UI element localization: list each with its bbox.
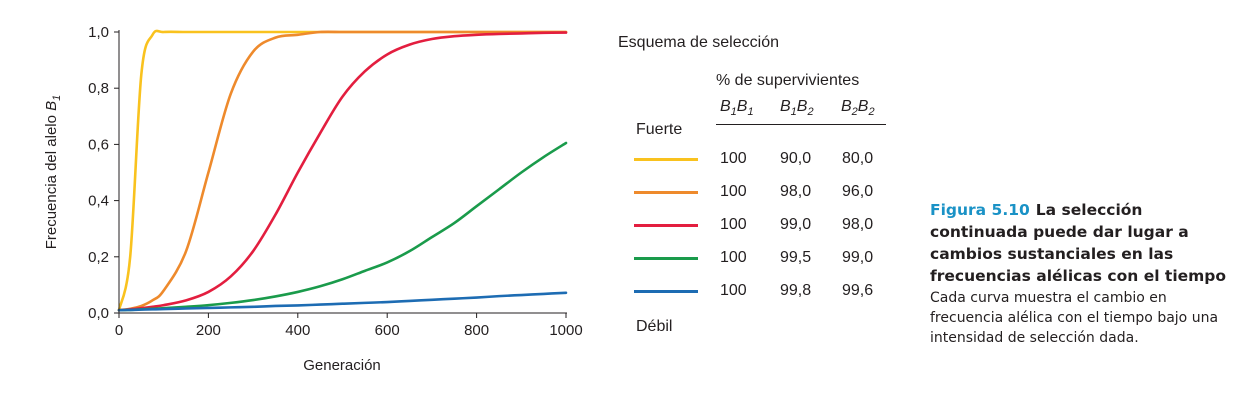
legend-value: 98,0 xyxy=(842,216,874,233)
legend-value: 100 xyxy=(720,282,747,299)
genotype-allele: B xyxy=(796,98,808,115)
genotype-allele: B xyxy=(736,98,748,115)
legend-row: 100 99,0 98,0 xyxy=(634,214,904,236)
legend-value: 100 xyxy=(720,249,747,266)
series-line-4 xyxy=(117,141,568,312)
genotype-allele-sub: 1 xyxy=(730,106,737,119)
series-line-3 xyxy=(117,31,568,312)
figure-caption: Figura 5.10 La selección continuada puede… xyxy=(930,199,1242,348)
legend-row: 100 99,5 99,0 xyxy=(634,247,904,269)
legend-value: 99,6 xyxy=(842,282,874,299)
legend-swatch xyxy=(634,191,698,194)
genotype-allele: B xyxy=(720,98,731,115)
legend-value: 99,5 xyxy=(780,249,812,266)
figure-number: Figura 5.10 xyxy=(930,201,1030,219)
legend-value: 100 xyxy=(720,216,747,233)
legend-swatch xyxy=(634,158,698,161)
x-tick-label: 600 xyxy=(375,322,400,339)
legend-swatch xyxy=(634,290,698,293)
legend-value: 80,0 xyxy=(842,150,874,167)
genotype-allele-sub: 2 xyxy=(851,106,858,119)
y-axis-title-allele-sub: 1 xyxy=(51,95,63,101)
x-tick-label: 1000 xyxy=(549,322,582,339)
tick-labels: 0 200 400 600 800 1000 0,0 0,2 0,4 0,6 0,8 1,0 xyxy=(88,24,583,339)
legend-strong-label: Fuerte xyxy=(636,121,683,138)
genotype-allele: B xyxy=(857,98,869,115)
genotype-allele-sub: 1 xyxy=(747,106,754,119)
selection-legend: Esquema de selección % de supervivientes… xyxy=(612,34,902,354)
legend-value: 100 xyxy=(720,183,747,200)
caption-title: La selección continuada puede dar lugar … xyxy=(930,201,1227,285)
genotype-allele-sub: 1 xyxy=(790,106,797,119)
legend-swatch xyxy=(634,224,698,227)
legend-value: 90,0 xyxy=(780,150,812,167)
legend-value: 99,0 xyxy=(780,216,812,233)
legend-column-header: B1B2 xyxy=(780,98,814,118)
y-axis-title-allele: B xyxy=(43,101,60,111)
legend-value: 96,0 xyxy=(842,183,874,200)
y-tick-label: 0,8 xyxy=(88,80,109,97)
caption-body: Cada curva muestra el cambio en frecuenc… xyxy=(930,290,1219,346)
y-axis-title-text: Frecuencia del alelo xyxy=(43,111,60,249)
allele-frequency-chart: 0 200 400 600 800 1000 0,0 0,2 0,4 0,6 0,8 1,0 Gene… xyxy=(43,24,583,374)
axes-layer xyxy=(114,30,567,318)
legend-swatch xyxy=(634,257,698,260)
legend-row: 100 99,8 99,6 xyxy=(634,280,904,302)
legend-column-header: B2B2 xyxy=(841,98,875,118)
legend-column-header: B1B1 xyxy=(720,98,754,118)
x-tick-label: 0 xyxy=(115,322,123,339)
legend-weak-label: Débil xyxy=(636,318,673,335)
legend-value: 99,0 xyxy=(842,249,874,266)
x-tick-label: 800 xyxy=(464,322,489,339)
y-tick-label: 0,6 xyxy=(88,136,109,153)
x-tick-label: 400 xyxy=(285,322,310,339)
legend-row: 100 90,0 80,0 xyxy=(634,148,904,170)
legend-row: 100 98,0 96,0 xyxy=(634,181,904,203)
legend-header-rule xyxy=(716,124,886,125)
y-tick-label: 0,4 xyxy=(88,193,109,210)
legend-title: Esquema de selección xyxy=(618,34,779,51)
genotype-allele-sub: 2 xyxy=(807,106,814,119)
legend-value: 99,8 xyxy=(780,282,812,299)
series-line-2 xyxy=(117,30,568,312)
series-line-1 xyxy=(117,29,568,312)
x-axis-title: Generación xyxy=(303,357,381,374)
y-tick-label: 0,0 xyxy=(88,305,109,322)
caption-heading: Figura 5.10 La selección continuada puede… xyxy=(930,199,1242,287)
series-layer xyxy=(117,29,568,312)
genotype-allele: B xyxy=(841,98,852,115)
y-tick-label: 1,0 xyxy=(88,24,109,41)
y-axis-title: Frecuencia del alelo B1 xyxy=(43,95,63,250)
series-line-5 xyxy=(117,291,568,312)
legend-subtitle: % de supervivientes xyxy=(716,72,860,89)
y-tick-label: 0,2 xyxy=(88,249,109,266)
legend-value: 98,0 xyxy=(780,183,812,200)
genotype-allele: B xyxy=(780,98,791,115)
genotype-allele-sub: 2 xyxy=(868,106,875,119)
x-tick-label: 200 xyxy=(196,322,221,339)
legend-value: 100 xyxy=(720,150,747,167)
